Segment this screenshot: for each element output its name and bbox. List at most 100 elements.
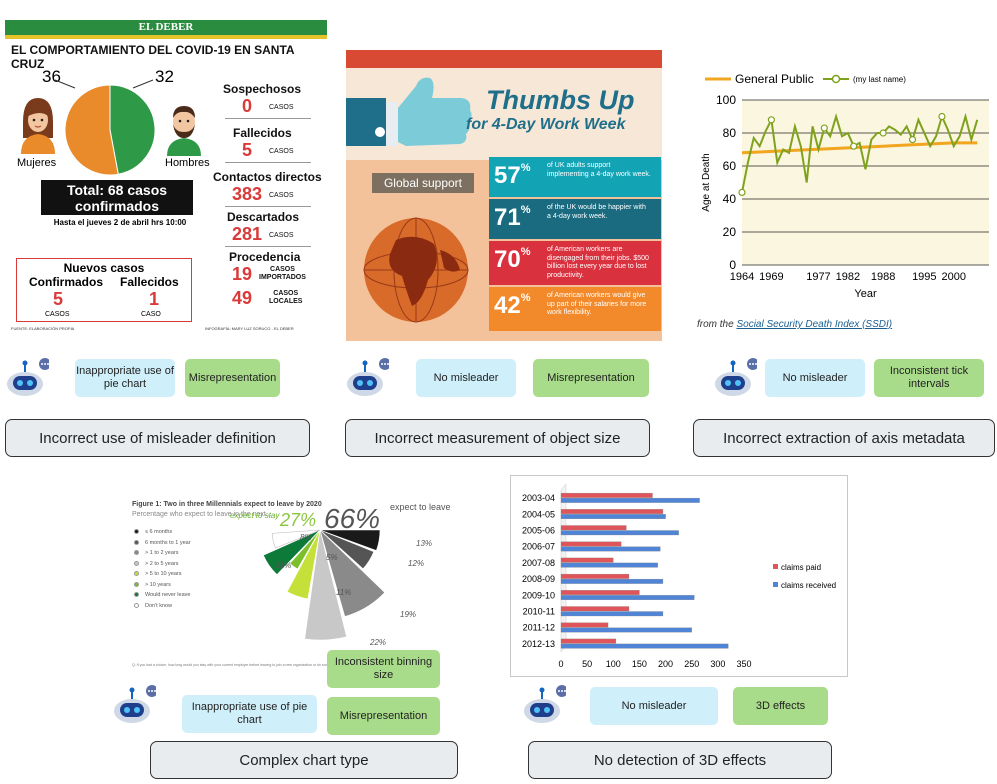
legend-label: (my last name)	[853, 75, 906, 84]
stat-unit: CASOS	[269, 104, 294, 111]
bar-claims-received	[560, 562, 658, 568]
legend-swatch	[134, 529, 139, 534]
confirmed-value: 5	[53, 289, 64, 309]
confirmed-label: Confirmados	[29, 275, 104, 289]
legend-label: > 5 to 10 years	[145, 571, 182, 577]
legend-label: Don't know	[145, 602, 173, 609]
error-caption: Incorrect use of misleader definition	[5, 419, 310, 457]
robot-icon	[522, 685, 568, 725]
legend-item: Don't know	[134, 602, 173, 609]
x-tick-label: 100	[606, 659, 621, 669]
bar-claims-received	[560, 627, 692, 633]
legend-item: Would never leave	[134, 592, 190, 598]
men-count: 32	[155, 67, 174, 86]
data-point	[850, 142, 858, 150]
thumbs-up-icon	[346, 77, 472, 146]
y-tick-label: 40	[723, 192, 737, 206]
legend-label: > 10 years	[145, 581, 171, 588]
data-point	[938, 112, 946, 121]
stat-value: 0	[242, 96, 253, 116]
claims-bar-chart: 0 50 100 150 200 250 300 350 2003-04 2004-05 2005-…	[510, 475, 848, 677]
legend-label: claims paid	[781, 563, 821, 572]
covid-infographic: EL DEBER EL COMPORTAMIENTO DEL COVID-19 …	[5, 20, 327, 342]
y-tick-label: 20	[723, 225, 737, 239]
infographic-title: EL COMPORTAMIENTO DEL COVID-19 EN SANTA …	[11, 43, 295, 71]
women-label: Mujeres	[17, 157, 57, 169]
y-tick-label: 100	[716, 93, 736, 107]
header-band	[5, 20, 327, 35]
bar-claims-paid	[560, 525, 627, 531]
bar-claims-received	[560, 530, 679, 536]
legend-item: > 5 to 10 years	[134, 571, 182, 577]
stat-label: Sospechosos	[223, 82, 302, 96]
millennials-chart: Figure 1: Two in three Millennials expec…	[130, 500, 470, 675]
x-tick-label: 250	[684, 659, 699, 669]
line-chart: 0 20 40 60 80 100 1964 1969 1977 1982 1988 1995 2000…	[701, 72, 989, 300]
detection-tag: No misleader	[590, 687, 718, 725]
age-at-death-chart: 0 20 40 60 80 100 1964 1969 1977 1982 1988 1995 2000…	[697, 70, 997, 336]
wedge-label: 13%	[416, 539, 432, 548]
error-caption: No detection of 3D effects	[528, 741, 832, 779]
robot-icon	[713, 358, 759, 398]
data-point	[820, 124, 828, 132]
x-tick-label: 200	[658, 659, 673, 669]
credit-note: INFOGRAFÍA: MARY LUZ SORUCO - EL DEBER	[205, 326, 294, 331]
total-cases-box: Total: 68 casos confirmados	[41, 180, 193, 215]
exploded-pie-chart: 13% 12% 19% 22% 11% 5% 11% 8% expect to stay 27% 6…	[230, 502, 451, 647]
deaths-value: 1	[149, 289, 160, 309]
pie-slice-mujeres	[64, 84, 119, 176]
legend-item: > 1 to 2 years	[134, 550, 178, 556]
x-tick-label: 50	[582, 659, 592, 669]
bar-claims-received	[560, 595, 695, 600]
detection-tag: No misleader	[765, 359, 865, 397]
local-value: 49	[232, 288, 253, 308]
legend-label: > 1 to 2 years	[145, 550, 179, 556]
bar-claims-received	[560, 497, 700, 503]
error-caption: Incorrect measurement of object size	[345, 419, 650, 457]
source-prefix: from the	[697, 319, 734, 330]
source-link[interactable]: Social Security Death Index (SSDI)	[736, 319, 893, 330]
x-tick-label: 2000	[941, 271, 965, 283]
y-tick-label: 2005-06	[522, 526, 555, 536]
robot-icon	[112, 685, 158, 725]
robot-icon	[345, 358, 391, 398]
deaths-unit: CASO	[141, 311, 161, 318]
legend-swatch	[773, 582, 778, 587]
pie-wedge	[286, 529, 321, 600]
woman-avatar-icon	[21, 98, 55, 154]
stat-unit: CASOS	[269, 232, 294, 239]
stat-description: of American workers would give up part o…	[547, 292, 647, 316]
bar-claims-received	[560, 546, 661, 552]
bar-claims-paid	[560, 590, 640, 595]
y-tick-label: 0	[729, 258, 736, 272]
legend-item: > 10 years	[134, 581, 171, 588]
stat-percent: 57%	[494, 162, 531, 189]
pie-wedge	[319, 529, 381, 551]
origin-label: Procedencia	[229, 250, 301, 264]
pie-wedge	[304, 529, 347, 641]
stat-label: Descartados	[227, 210, 300, 224]
stat-value: 383	[232, 184, 263, 204]
expect-stay-value: 27%	[279, 510, 316, 530]
stat-row: 57% of UK adults support implementing a …	[489, 157, 661, 197]
data-point	[879, 129, 887, 137]
legend-swatch	[134, 560, 139, 566]
wedge-label: 22%	[369, 638, 386, 647]
stat-value: 5	[242, 140, 253, 160]
series-line-last-name	[741, 112, 979, 193]
source-note: FUENTE: ELABORACIÓN PROPIA	[11, 326, 75, 331]
x-tick-label: 1969	[759, 271, 783, 283]
stat-percent: 71%	[494, 204, 531, 231]
legend-label: > 2 to 5 years	[145, 560, 179, 567]
stat-description: of American workers are disengaged from …	[547, 246, 649, 279]
date-note: Hasta el jueves 2 de abril hrs 10:00	[53, 218, 187, 227]
stat-description: of UK adults support implementing a 4-da…	[547, 162, 651, 178]
header-stripe	[5, 35, 327, 39]
pie-wedge	[319, 529, 386, 617]
bar-claims-paid	[560, 638, 617, 644]
bar-claims-paid	[560, 492, 653, 498]
legend-swatch	[134, 581, 139, 587]
divider	[225, 162, 311, 163]
bar-claims-received	[560, 611, 664, 617]
ground-truth-tag: Misrepresentation	[327, 697, 440, 735]
